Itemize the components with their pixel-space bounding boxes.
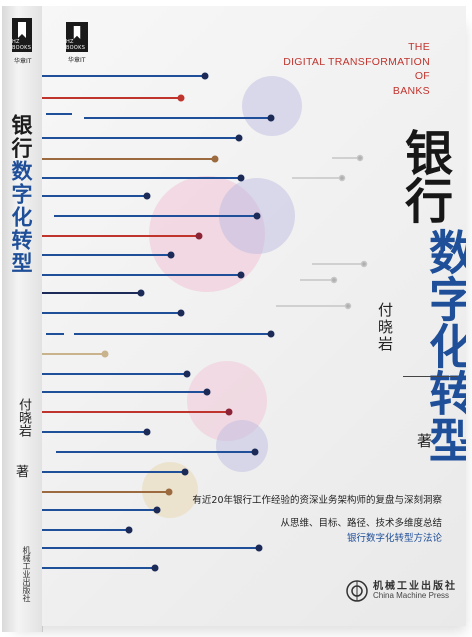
cover-publisher-logo: HZ BOOKS bbox=[66, 22, 88, 52]
english-title: THE DIGITAL TRANSFORMATION OF BANKS bbox=[283, 41, 430, 97]
deco-circle bbox=[187, 361, 267, 441]
publisher-emblem-icon bbox=[346, 580, 368, 602]
spine-author-suffix: 著 bbox=[16, 465, 30, 480]
author-divider bbox=[403, 376, 457, 377]
publisher-name-cn: 机械工业出版社 bbox=[373, 581, 457, 592]
spine-series-label: 华章IT bbox=[14, 58, 32, 65]
spine-publisher-logo: HZ BOOKS bbox=[12, 18, 32, 52]
title-line-2: 数字化转型 bbox=[420, 228, 466, 463]
publisher-name-en: China Machine Press bbox=[373, 591, 450, 600]
deco-circle bbox=[242, 76, 302, 136]
book-spine: HZ BOOKS 华章IT 银行数字化转型 付晓岩 著 机械工业出版社 bbox=[2, 6, 43, 632]
spine-author: 付晓岩 bbox=[16, 398, 31, 437]
deco-circle bbox=[149, 176, 265, 292]
subtitle-line-2: 银行数字化转型方法论 bbox=[346, 533, 442, 544]
tagline: 有近20年银行工作经验的资深业务架构师的复盘与深刻洞察 bbox=[192, 495, 442, 506]
deco-circle bbox=[216, 420, 268, 472]
spine-publisher: 机械工业出版社 bbox=[22, 546, 31, 602]
author-name: 付晓岩 bbox=[376, 302, 394, 353]
cover-logo-brand: HZ BOOKS bbox=[66, 39, 86, 51]
spine-logo-brand: HZ BOOKS bbox=[12, 39, 32, 51]
spine-title: 银行数字化转型 bbox=[9, 114, 34, 275]
author-suffix: 著 bbox=[417, 432, 433, 450]
book-cover: HZ BOOKS 华章IT THE DIGITAL TRANSFORMATION… bbox=[42, 6, 466, 626]
cover-line-pattern bbox=[42, 72, 368, 572]
bookmark-icon bbox=[18, 22, 26, 38]
subtitle-line-1: 从思维、目标、路径、技术多维度总结 bbox=[280, 518, 442, 529]
cover-series-label: 华章IT bbox=[68, 57, 86, 64]
bookmark-icon bbox=[73, 26, 81, 39]
title-line-1: 银行 bbox=[396, 128, 452, 224]
